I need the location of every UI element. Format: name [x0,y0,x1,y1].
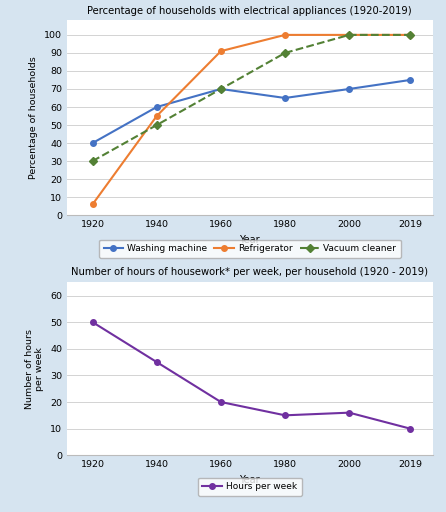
Vacuum cleaner [282,50,288,56]
Washing machine [154,104,159,110]
X-axis label: Year: Year [240,475,260,485]
Washing machine [347,86,352,92]
Line: Washing machine: Washing machine [90,77,413,146]
Y-axis label: Number of hours
per week: Number of hours per week [25,329,44,409]
X-axis label: Year: Year [240,234,260,245]
Vacuum cleaner [347,32,352,38]
Y-axis label: Percentage of households: Percentage of households [29,56,38,179]
Hours per week [90,319,95,325]
Line: Refrigerator: Refrigerator [90,32,413,207]
Refrigerator [90,201,95,207]
Legend: Washing machine, Refrigerator, Vacuum cleaner: Washing machine, Refrigerator, Vacuum cl… [99,240,401,258]
Vacuum cleaner [408,32,413,38]
Refrigerator [347,32,352,38]
Vacuum cleaner [218,86,223,92]
Hours per week [154,359,159,365]
Legend: Hours per week: Hours per week [198,478,301,496]
Line: Vacuum cleaner: Vacuum cleaner [90,32,413,164]
Hours per week [218,399,223,405]
Washing machine [408,77,413,83]
Vacuum cleaner [90,158,95,164]
Hours per week [408,425,413,432]
Refrigerator [408,32,413,38]
Refrigerator [218,48,223,54]
Refrigerator [154,113,159,119]
Hours per week [282,412,288,418]
Washing machine [90,140,95,146]
Hours per week [347,410,352,416]
Refrigerator [282,32,288,38]
Washing machine [282,95,288,101]
Title: Percentage of households with electrical appliances (1920-2019): Percentage of households with electrical… [87,6,412,15]
Vacuum cleaner [154,122,159,128]
Washing machine [218,86,223,92]
Title: Number of hours of housework* per week, per household (1920 - 2019): Number of hours of housework* per week, … [71,267,428,278]
Line: Hours per week: Hours per week [90,319,413,432]
